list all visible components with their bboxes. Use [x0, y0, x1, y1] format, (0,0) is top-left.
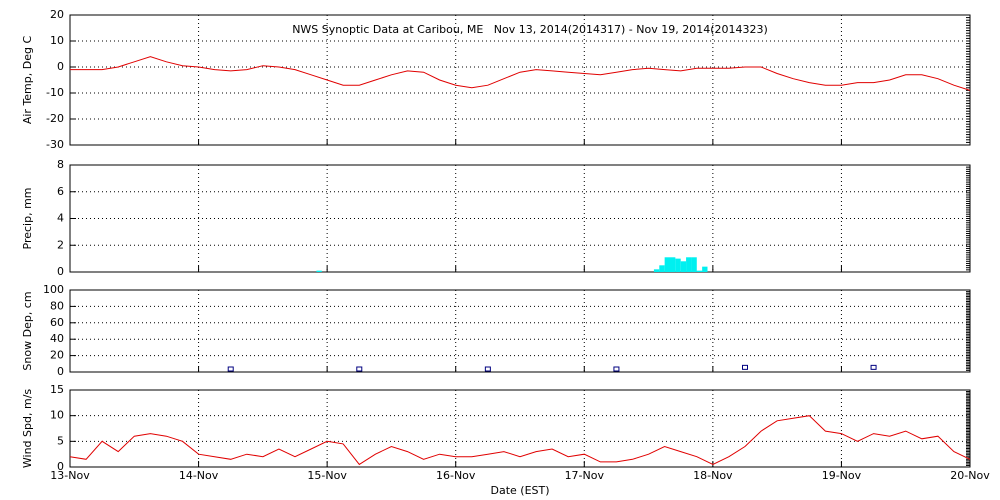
y-tick-label: 2 — [57, 238, 64, 251]
bar — [680, 261, 687, 272]
y-tick-label: 40 — [50, 332, 64, 345]
data-line — [70, 56, 971, 91]
bar — [675, 258, 681, 272]
y-tick-label: 4 — [57, 212, 64, 225]
y-tick-label: 0 — [57, 365, 64, 378]
y-tick-label: 100 — [43, 283, 64, 296]
y-tick-label: 60 — [50, 316, 64, 329]
point — [613, 366, 620, 372]
x-tick-label: 14-Nov — [179, 469, 219, 482]
bar — [670, 257, 676, 272]
y-tick-label: 20 — [50, 349, 64, 362]
bar — [316, 270, 322, 272]
y-axis-label: Snow Dep, cm — [21, 291, 34, 370]
y-tick-label: 0 — [57, 460, 64, 473]
point — [742, 364, 748, 370]
point — [356, 366, 363, 372]
data-line — [69, 415, 971, 466]
y-tick-label: -20 — [46, 112, 64, 125]
x-axis-label: Date (EST) — [490, 484, 549, 497]
y-tick-label: 15 — [50, 383, 64, 396]
point — [484, 366, 491, 372]
x-tick-label: 13-Nov — [50, 469, 90, 482]
point — [227, 366, 234, 372]
y-tick-label: 6 — [57, 185, 64, 198]
y-tick-label: -30 — [46, 138, 64, 151]
y-tick-label: 10 — [50, 409, 64, 422]
x-tick-label: 17-Nov — [565, 469, 605, 482]
y-tick-label: 0 — [57, 265, 64, 278]
x-tick-label: 19-Nov — [822, 469, 862, 482]
y-tick-label: 8 — [57, 158, 64, 171]
bar — [659, 265, 665, 272]
bar — [664, 257, 670, 272]
y-axis-label: Wind Spd, m/s — [21, 389, 34, 469]
x-tick-label: 20-Nov — [950, 469, 990, 482]
y-axis-label: Air Temp, Deg C — [21, 36, 34, 125]
x-tick-label: 16-Nov — [436, 469, 476, 482]
x-tick-label: 18-Nov — [693, 469, 733, 482]
chart-title: NWS Synoptic Data at Caribou, ME Nov 13,… — [292, 23, 768, 36]
y-tick-label: -10 — [46, 86, 64, 99]
y-tick-label: 20 — [50, 8, 64, 21]
y-tick-label: 5 — [57, 434, 64, 447]
bar — [653, 269, 660, 272]
bar — [686, 257, 692, 272]
y-tick-label: 80 — [50, 299, 64, 312]
bar — [696, 270, 703, 272]
bar — [691, 257, 697, 272]
y-axis-label: Precip, mm — [21, 188, 34, 250]
bar — [702, 266, 708, 272]
y-tick-label: 0 — [57, 60, 64, 73]
plot-frame — [69, 289, 971, 373]
point — [870, 364, 877, 370]
x-tick-label: 15-Nov — [307, 469, 347, 482]
y-tick-label: 10 — [50, 34, 64, 47]
